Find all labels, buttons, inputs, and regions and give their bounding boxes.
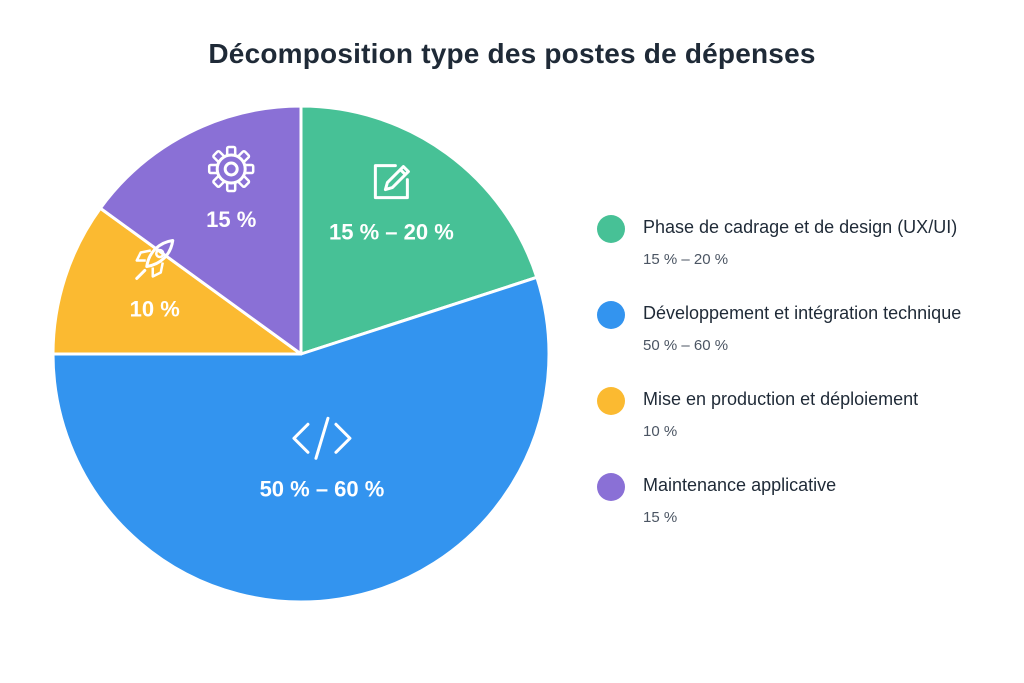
slice-label-dev: 50 % – 60 %	[260, 476, 385, 501]
legend-swatch-deploy	[597, 387, 625, 415]
pie-slice-design	[299, 104, 539, 356]
pie-slice-dev	[51, 275, 551, 604]
legend-range: 15 %	[643, 509, 678, 526]
pie-slice-deploy	[51, 206, 303, 356]
legend-range: 50 % – 60 %	[643, 337, 729, 354]
legend-item-design: Phase de cadrage et de design (UX/UI) 15…	[597, 212, 1007, 298]
slice-label-design: 15 % – 20 %	[329, 220, 454, 245]
chart-title: Décomposition type des postes de dépense…	[208, 38, 816, 69]
legend-label: Maintenance applicative	[643, 475, 837, 495]
legend-label: Phase de cadrage et de design (UX/UI)	[643, 217, 958, 237]
legend-item-dev: Développement et intégration technique 5…	[597, 298, 1007, 384]
pencil-square-icon	[373, 164, 410, 200]
legend: Phase de cadrage et de design (UX/UI) 15…	[597, 212, 1007, 556]
legend-label: Développement et intégration technique	[643, 303, 962, 323]
legend-swatch-design	[597, 215, 625, 243]
legend-item-deploy: Mise en production et déploiement 10 %	[597, 384, 1007, 470]
pie-slices	[51, 104, 551, 604]
rocket-icon	[135, 238, 175, 280]
pie-slice-maintenance	[98, 104, 303, 356]
gear-icon	[207, 145, 255, 193]
code-icon	[292, 416, 352, 460]
legend-item-maintenance: Maintenance applicative 15 %	[597, 470, 1007, 556]
legend-range: 10 %	[643, 423, 678, 440]
slice-icons	[135, 145, 410, 460]
legend-swatch-maintenance	[597, 473, 625, 501]
legend-range: 15 % – 20 %	[643, 251, 729, 268]
slice-label-deploy: 10 %	[130, 296, 180, 321]
slice-label-maintenance: 15 %	[206, 207, 256, 232]
legend-label: Mise en production et déploiement	[643, 389, 919, 409]
legend-swatch-dev	[597, 301, 625, 329]
slice-labels: 15 % – 20 % 50 % – 60 % 10 % 15 %	[130, 207, 454, 501]
